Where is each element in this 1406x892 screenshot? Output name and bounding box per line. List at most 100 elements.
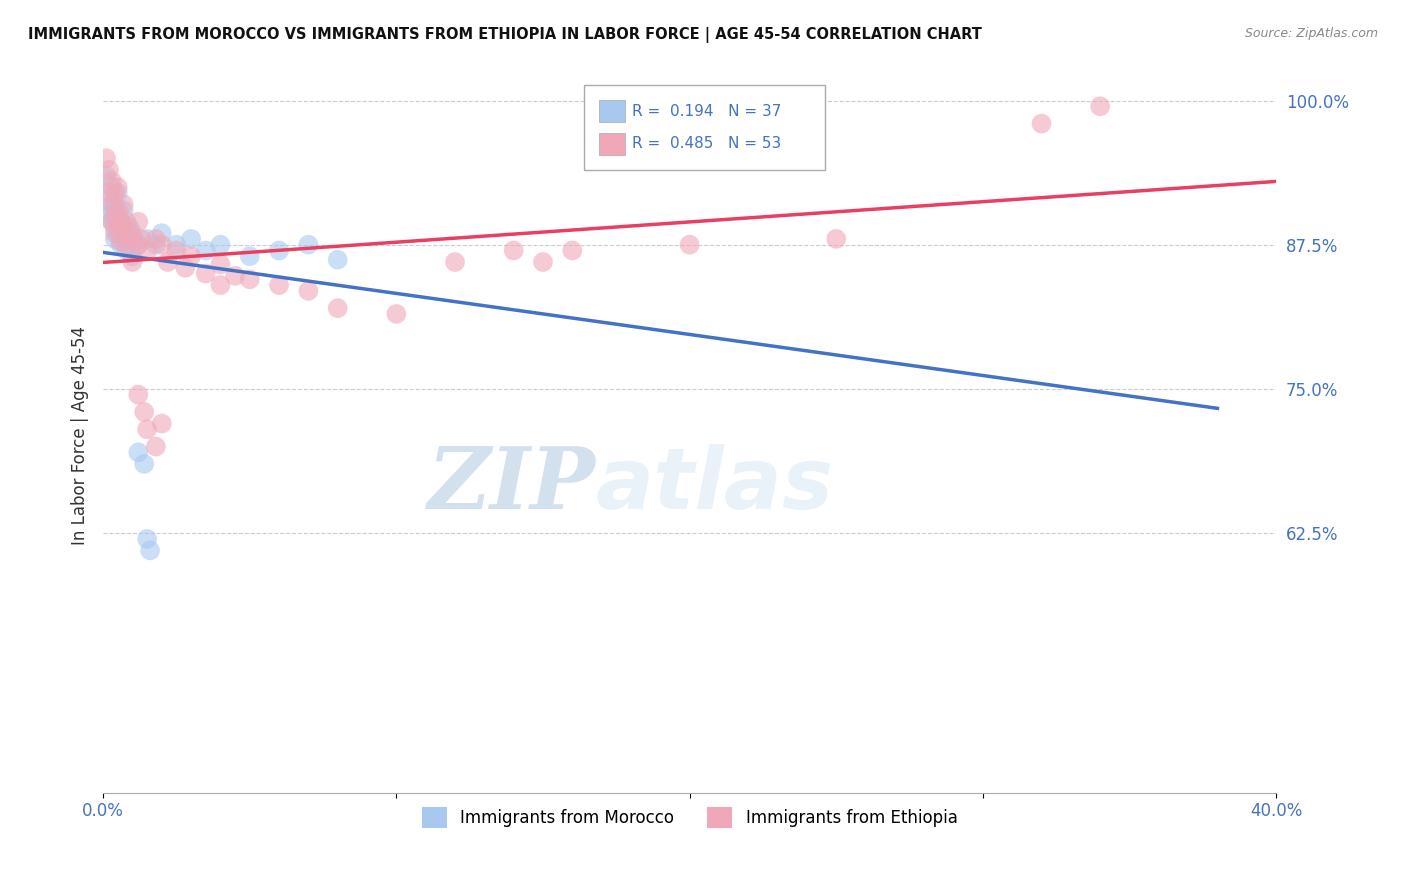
Point	[150, 417, 173, 431]
Point	[194, 244, 217, 258]
Point	[444, 255, 467, 269]
Point	[115, 237, 138, 252]
Text: R =  0.485   N = 53: R = 0.485 N = 53	[633, 136, 782, 152]
Point	[165, 237, 187, 252]
Point	[115, 244, 138, 258]
Point	[110, 214, 132, 228]
Text: IMMIGRANTS FROM MOROCCO VS IMMIGRANTS FROM ETHIOPIA IN LABOR FORCE | AGE 45-54 C: IMMIGRANTS FROM MOROCCO VS IMMIGRANTS FR…	[28, 27, 981, 43]
Point	[145, 237, 167, 252]
Point	[326, 301, 349, 315]
Point	[136, 244, 159, 258]
Text: R =  0.194   N = 37: R = 0.194 N = 37	[633, 103, 782, 119]
Point	[110, 214, 132, 228]
Point	[180, 249, 202, 263]
Point	[118, 226, 141, 240]
FancyBboxPatch shape	[599, 100, 626, 122]
Point	[531, 255, 554, 269]
Point	[94, 151, 117, 165]
Point	[1088, 99, 1111, 113]
Point	[127, 445, 149, 459]
Point	[150, 226, 173, 240]
Point	[150, 237, 173, 252]
Legend: Immigrants from Morocco, Immigrants from Ethiopia: Immigrants from Morocco, Immigrants from…	[415, 801, 965, 834]
Point	[127, 237, 149, 252]
Point	[101, 197, 124, 211]
Point	[101, 214, 124, 228]
Point	[121, 232, 143, 246]
Point	[239, 272, 262, 286]
Point	[678, 237, 700, 252]
Point	[136, 532, 159, 546]
Text: ZIP: ZIP	[427, 443, 596, 527]
Point	[209, 257, 232, 271]
Point	[107, 226, 129, 240]
Point	[112, 226, 135, 240]
Point	[145, 440, 167, 454]
Point	[297, 237, 319, 252]
Point	[239, 249, 262, 263]
Point	[267, 278, 290, 293]
Point	[101, 180, 124, 194]
Point	[209, 237, 232, 252]
Point	[134, 457, 156, 471]
Point	[267, 244, 290, 258]
Point	[98, 186, 121, 200]
Point	[561, 244, 583, 258]
Point	[101, 203, 124, 218]
Point	[209, 278, 232, 293]
Point	[326, 252, 349, 267]
Point	[129, 232, 152, 246]
Text: atlas: atlas	[596, 443, 834, 526]
Point	[139, 543, 162, 558]
Point	[107, 203, 129, 218]
Point	[502, 244, 524, 258]
Point	[107, 209, 129, 223]
Point	[121, 255, 143, 269]
Point	[297, 284, 319, 298]
Point	[121, 249, 143, 263]
Y-axis label: In Labor Force | Age 45-54: In Labor Force | Age 45-54	[72, 326, 89, 544]
Point	[98, 192, 121, 206]
Point	[136, 422, 159, 436]
Point	[107, 186, 129, 200]
FancyBboxPatch shape	[583, 85, 824, 170]
Point	[174, 260, 197, 275]
Point	[107, 180, 129, 194]
Point	[112, 220, 135, 235]
Point	[104, 209, 127, 223]
Point	[194, 267, 217, 281]
Point	[165, 244, 187, 258]
Point	[385, 307, 408, 321]
Point	[112, 203, 135, 218]
Point	[110, 234, 132, 248]
Point	[136, 232, 159, 246]
Point	[107, 220, 129, 235]
Point	[112, 197, 135, 211]
Point	[1031, 117, 1053, 131]
Point	[224, 268, 246, 283]
Point	[115, 232, 138, 246]
Point	[115, 214, 138, 228]
Point	[104, 186, 127, 200]
Point	[101, 214, 124, 228]
Point	[121, 226, 143, 240]
Point	[127, 387, 149, 401]
Point	[825, 232, 848, 246]
Point	[127, 214, 149, 228]
Point	[156, 255, 179, 269]
Point	[98, 209, 121, 223]
Point	[98, 162, 121, 177]
Point	[127, 237, 149, 252]
Point	[104, 232, 127, 246]
Point	[94, 169, 117, 183]
Point	[134, 405, 156, 419]
Point	[110, 237, 132, 252]
FancyBboxPatch shape	[599, 133, 626, 155]
Point	[101, 174, 124, 188]
Text: Source: ZipAtlas.com: Source: ZipAtlas.com	[1244, 27, 1378, 40]
Point	[180, 232, 202, 246]
Point	[145, 232, 167, 246]
Point	[104, 226, 127, 240]
Point	[118, 220, 141, 235]
Point	[104, 197, 127, 211]
